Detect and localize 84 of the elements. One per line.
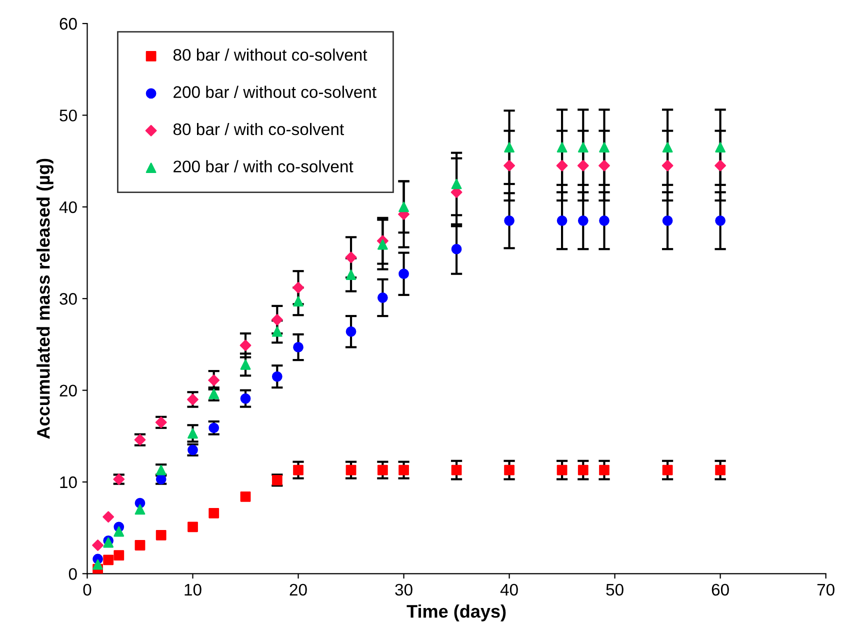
point [293,296,304,307]
point [599,464,610,476]
point [208,508,220,518]
point [188,522,198,532]
x-tick-label: 10 [184,584,202,596]
legend-label: 200 bar / without co-solvent [174,86,376,98]
point [662,160,674,172]
y-tick-label: 0 [68,568,77,580]
y-tick-label: 20 [60,384,77,396]
point [240,359,251,370]
legend-label: 80 bar / with co-solvent [173,122,344,136]
point [599,215,610,226]
point [598,160,610,172]
point [662,215,673,226]
x-tick-label: 40 [500,584,518,596]
point [556,215,568,226]
point [556,142,568,153]
x-tick-label: 20 [290,584,307,596]
point [272,371,282,382]
point [187,394,198,406]
point [451,178,462,190]
x-axis-title: Time (days) [406,604,506,622]
point [92,559,103,570]
point [134,504,146,515]
point [662,464,673,476]
y-tick-label: 50 [60,110,77,122]
x-tick-label: 70 [817,584,834,596]
point [578,142,588,153]
point [451,244,462,254]
y-tick-label: 40 [59,201,77,214]
point [271,314,283,326]
x-tick-label: 0 [83,584,92,596]
x-tick-label: 30 [395,584,412,596]
point [504,160,515,172]
point [714,160,726,172]
x-tick-label: 50 [606,584,624,596]
point [208,374,220,386]
point [208,422,220,434]
point [156,530,166,540]
point [114,550,124,561]
point [293,342,304,352]
point [114,526,124,537]
point [377,239,388,250]
point [345,252,357,264]
point [346,464,356,476]
point [293,464,304,476]
point [134,540,146,550]
point [398,268,409,280]
point [188,428,198,439]
point [577,160,589,172]
point [451,464,462,476]
point [715,215,726,226]
point [102,511,114,523]
y-tick-label: 30 [60,293,77,305]
point [599,142,610,153]
point [578,215,588,226]
point [556,464,568,476]
y-tick-label: 60 [60,18,77,30]
point [578,464,588,476]
point [272,326,282,337]
point [240,393,251,404]
y-tick-label: 10 [60,476,77,488]
point [398,464,409,476]
point [556,160,568,172]
point [92,540,104,551]
point [715,464,726,476]
x-tick-label: 60 [712,584,729,596]
point [240,491,251,502]
legend-label: 80 bar / without co-solvent [173,48,368,61]
point [662,142,673,153]
point [377,292,388,303]
point [504,464,514,476]
point [504,215,514,226]
y-axis-title: Accumulated mass released (µg) [36,158,54,439]
point [346,270,356,280]
point [377,464,388,476]
point [240,340,252,352]
point [715,142,726,153]
point [504,142,514,153]
point [103,554,114,566]
point [292,282,304,294]
point [398,202,409,212]
legend-label: 200 bar / with co-solvent [174,160,354,172]
point [346,326,356,337]
